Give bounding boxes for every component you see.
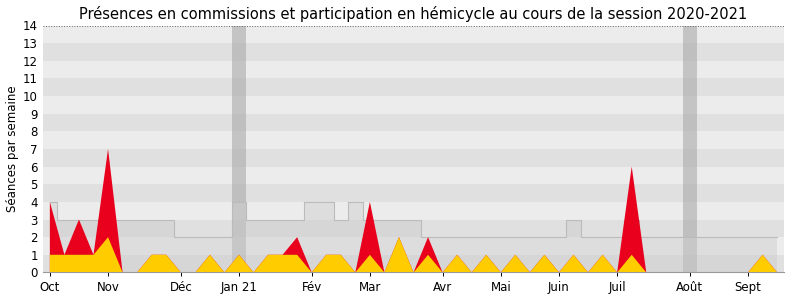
Bar [683,26,697,272]
Bar [43,237,784,255]
Y-axis label: Séances par semaine: Séances par semaine [6,85,18,212]
Bar [43,61,784,78]
Bar [43,255,784,272]
Bar [43,26,784,43]
Bar [43,78,784,96]
Bar [43,167,784,184]
Bar [43,114,784,131]
Bar [43,149,784,166]
Bar [43,131,784,149]
Bar [43,220,784,237]
Bar [43,202,784,220]
Bar [43,96,784,114]
Bar [43,43,784,61]
Title: Présences en commissions et participation en hémicycle au cours de la session 20: Présences en commissions et participatio… [79,6,747,22]
Bar [43,184,784,202]
Bar [231,26,246,272]
